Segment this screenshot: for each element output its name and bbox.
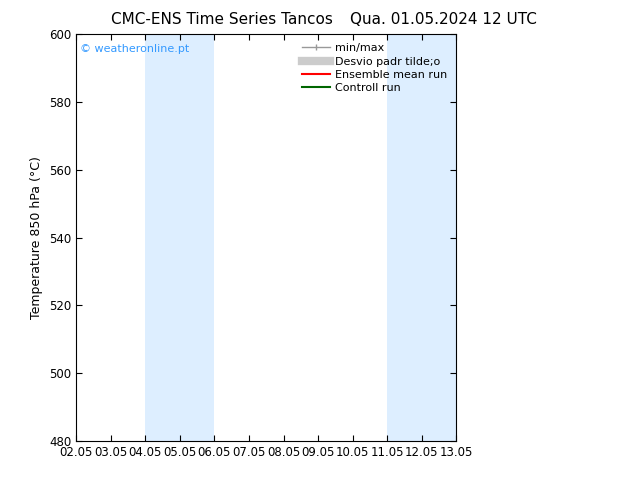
Y-axis label: Temperature 850 hPa (°C): Temperature 850 hPa (°C) xyxy=(30,156,43,319)
Bar xyxy=(180,34,214,441)
Bar xyxy=(422,34,456,441)
Text: CMC-ENS Time Series Tancos: CMC-ENS Time Series Tancos xyxy=(111,12,333,27)
Text: Qua. 01.05.2024 12 UTC: Qua. 01.05.2024 12 UTC xyxy=(351,12,537,27)
Bar xyxy=(387,34,422,441)
Legend: min/max, Desvio padr tilde;o, Ensemble mean run, Controll run: min/max, Desvio padr tilde;o, Ensemble m… xyxy=(299,40,451,97)
Bar xyxy=(145,34,180,441)
Text: © weatheronline.pt: © weatheronline.pt xyxy=(80,45,189,54)
